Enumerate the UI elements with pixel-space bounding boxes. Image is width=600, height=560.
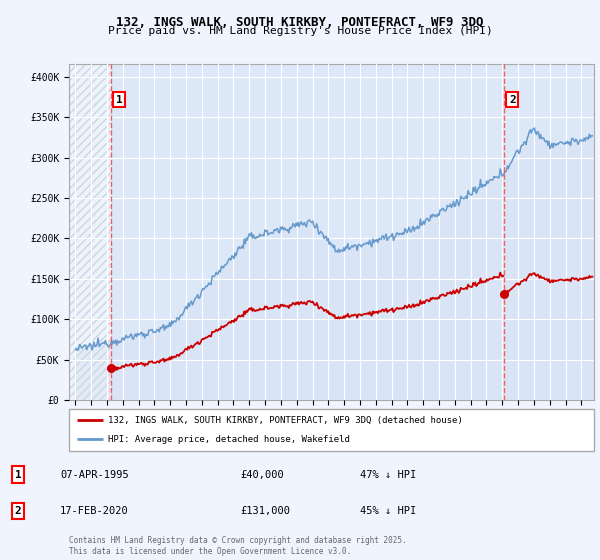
- Text: Price paid vs. HM Land Registry's House Price Index (HPI): Price paid vs. HM Land Registry's House …: [107, 26, 493, 36]
- Text: 07-APR-1995: 07-APR-1995: [60, 470, 129, 479]
- Text: 132, INGS WALK, SOUTH KIRKBY, PONTEFRACT, WF9 3DQ: 132, INGS WALK, SOUTH KIRKBY, PONTEFRACT…: [116, 16, 484, 29]
- Text: 2: 2: [14, 506, 22, 516]
- Text: 132, INGS WALK, SOUTH KIRKBY, PONTEFRACT, WF9 3DQ (detached house): 132, INGS WALK, SOUTH KIRKBY, PONTEFRACT…: [109, 416, 463, 424]
- Text: 47% ↓ HPI: 47% ↓ HPI: [360, 470, 416, 479]
- Text: Contains HM Land Registry data © Crown copyright and database right 2025.
This d: Contains HM Land Registry data © Crown c…: [69, 536, 407, 556]
- Text: HPI: Average price, detached house, Wakefield: HPI: Average price, detached house, Wake…: [109, 435, 350, 444]
- Text: 17-FEB-2020: 17-FEB-2020: [60, 506, 129, 516]
- Text: 45% ↓ HPI: 45% ↓ HPI: [360, 506, 416, 516]
- Text: 1: 1: [116, 95, 123, 105]
- Text: £131,000: £131,000: [240, 506, 290, 516]
- Text: 2: 2: [509, 95, 515, 105]
- Text: £40,000: £40,000: [240, 470, 284, 479]
- Polygon shape: [69, 64, 111, 400]
- Text: 1: 1: [14, 470, 22, 479]
